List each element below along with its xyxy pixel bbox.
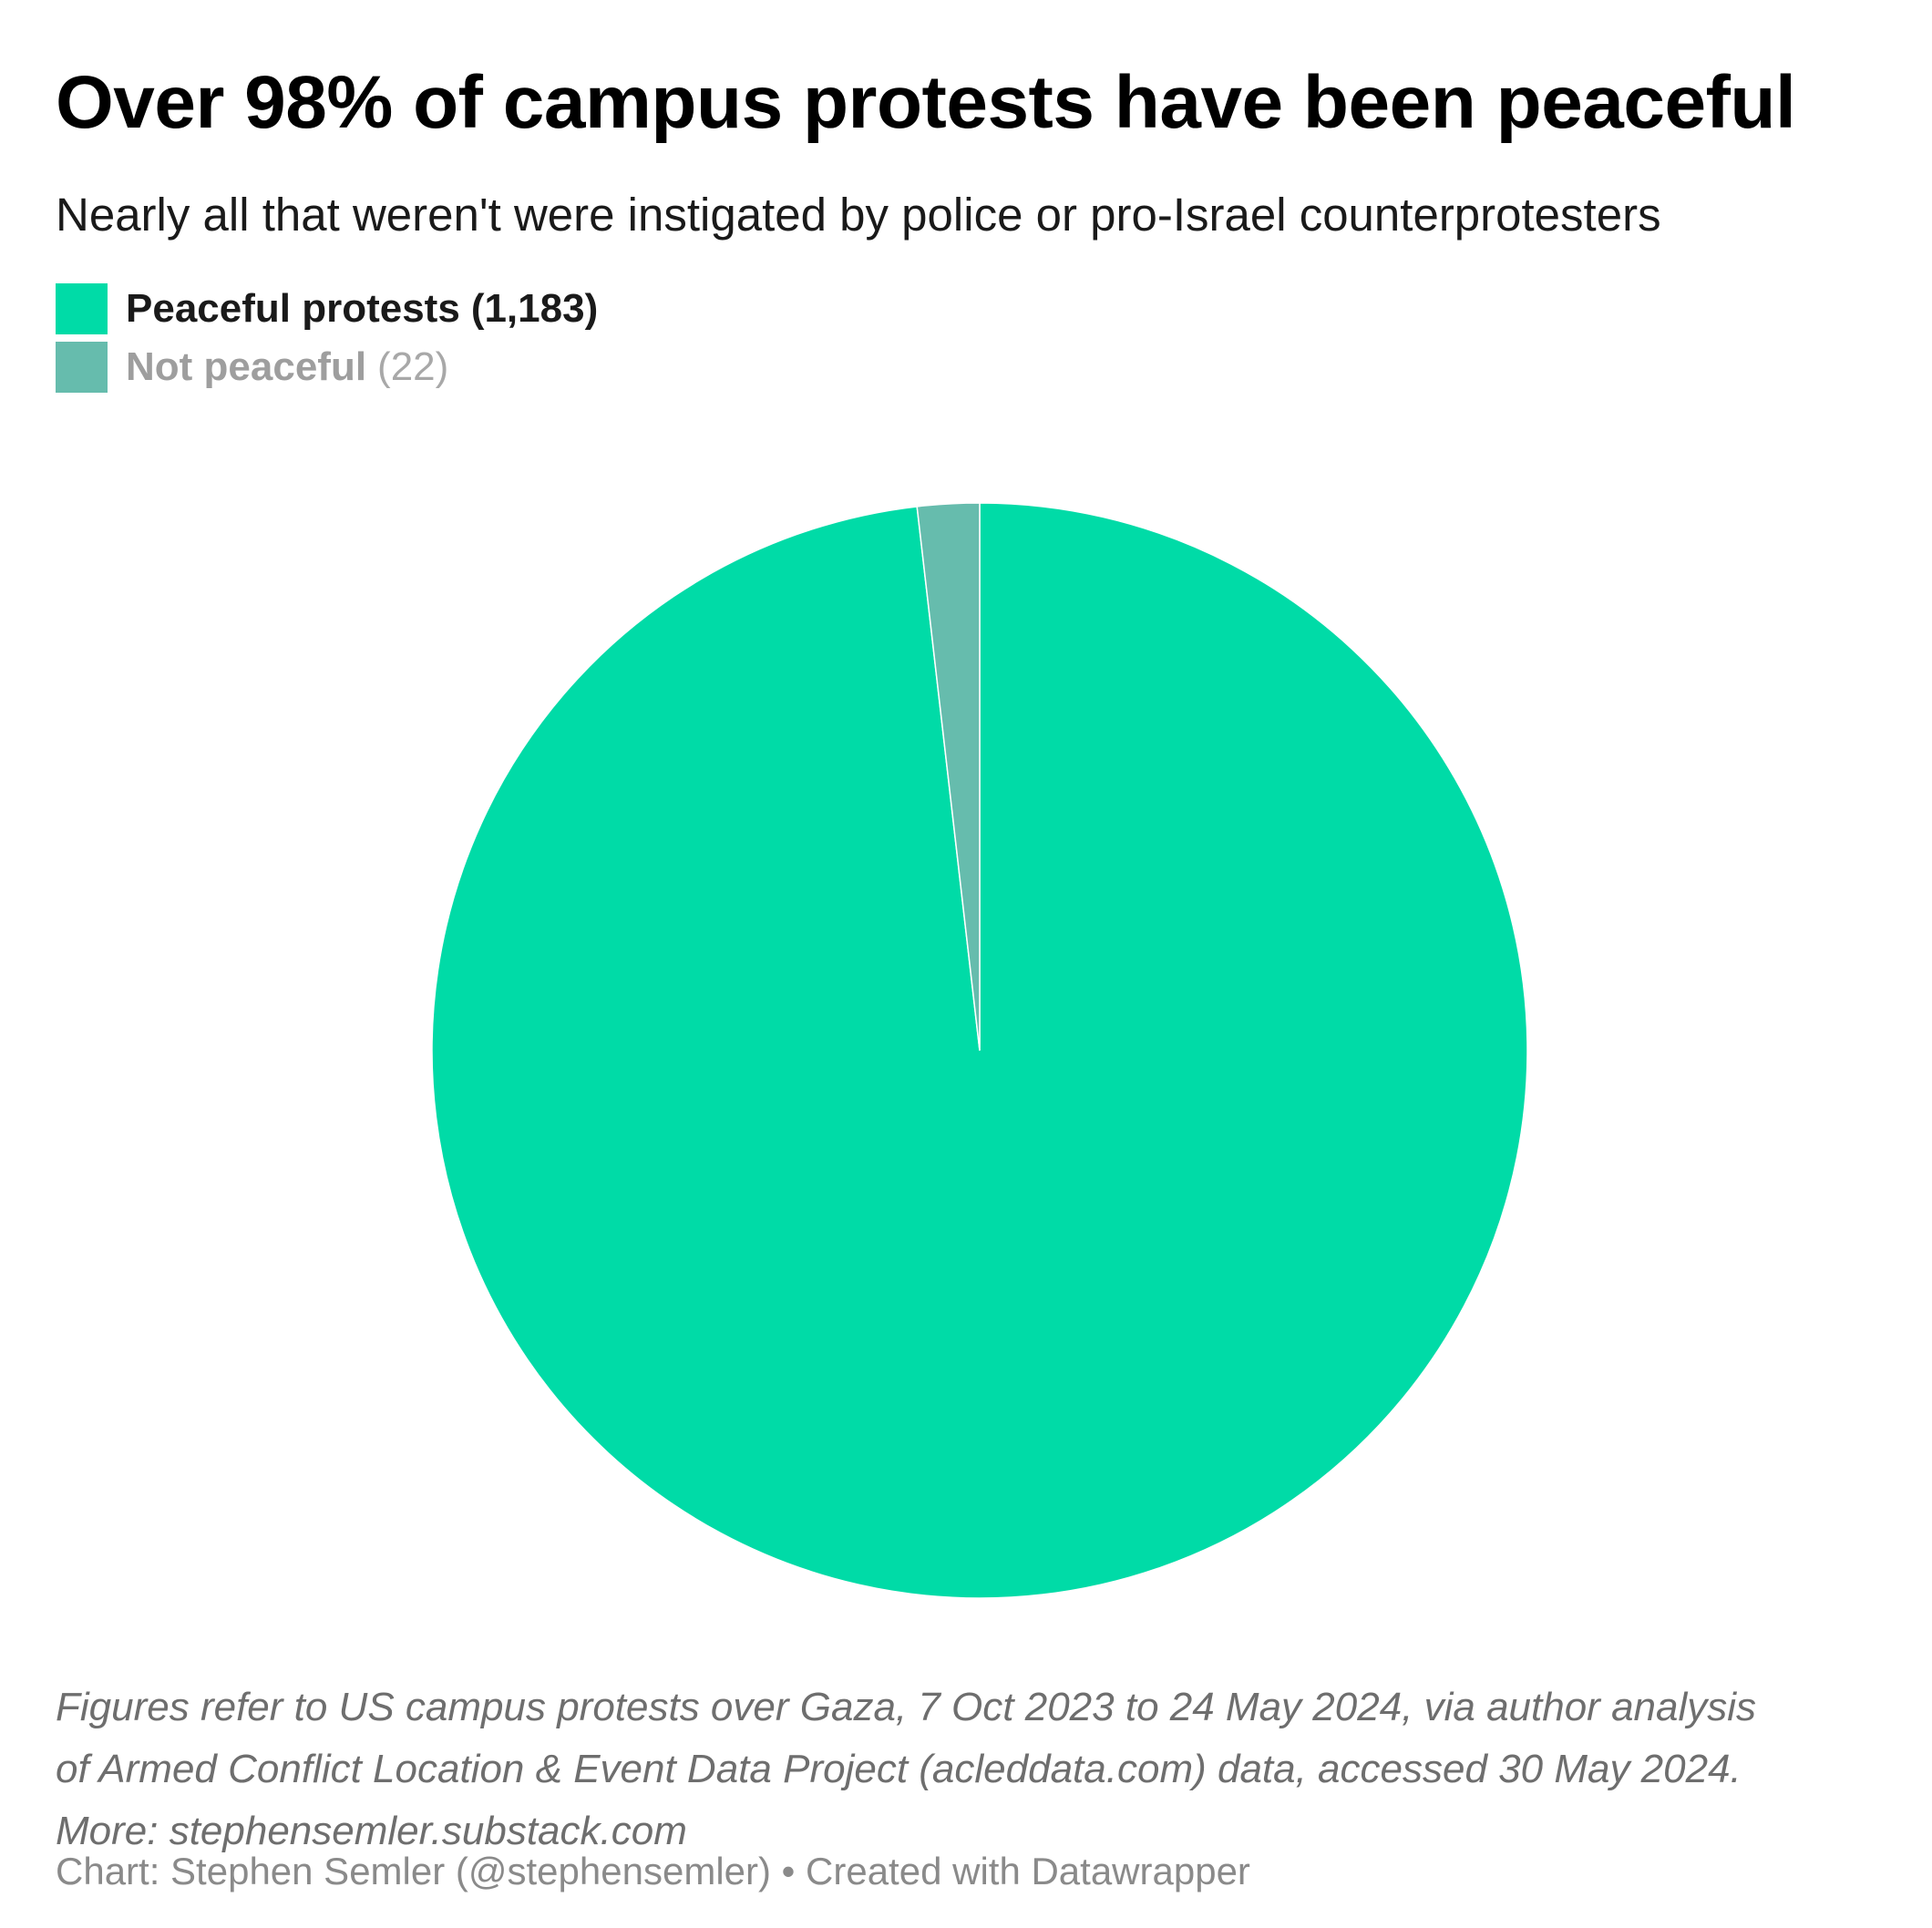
legend-swatch-peaceful (56, 283, 108, 334)
legend-item-peaceful: Peaceful protests (1,183) (56, 283, 598, 334)
chart-notes: Figures refer to US campus protests over… (56, 1677, 1887, 1862)
legend-swatch-not-peaceful (56, 342, 108, 393)
chart-subtitle: Nearly all that weren't were instigated … (56, 189, 1661, 241)
legend-label-not-peaceful: Not peaceful (126, 344, 367, 389)
pie-slice-not-peaceful (916, 502, 981, 1051)
chart-credit: Chart: Stephen Semler (@stephensemler) •… (56, 1850, 1250, 1892)
legend-label-peaceful: Peaceful protests (126, 286, 460, 331)
notes-line-2: of Armed Conflict Location & Event Data … (56, 1747, 1742, 1791)
notes-line-1: Figures refer to US campus protests over… (56, 1685, 1757, 1729)
chart-title: Over 98% of campus protests have been pe… (56, 61, 1796, 144)
legend-count-not-peaceful: (22) (377, 344, 449, 389)
legend-item-not-peaceful: Not peaceful (22) (56, 342, 598, 393)
legend-count-peaceful: (1,183) (470, 286, 599, 331)
legend: Peaceful protests (1,183) Not peaceful (… (56, 283, 598, 400)
notes-line-3: More: stephensemler.substack.com (56, 1809, 687, 1853)
